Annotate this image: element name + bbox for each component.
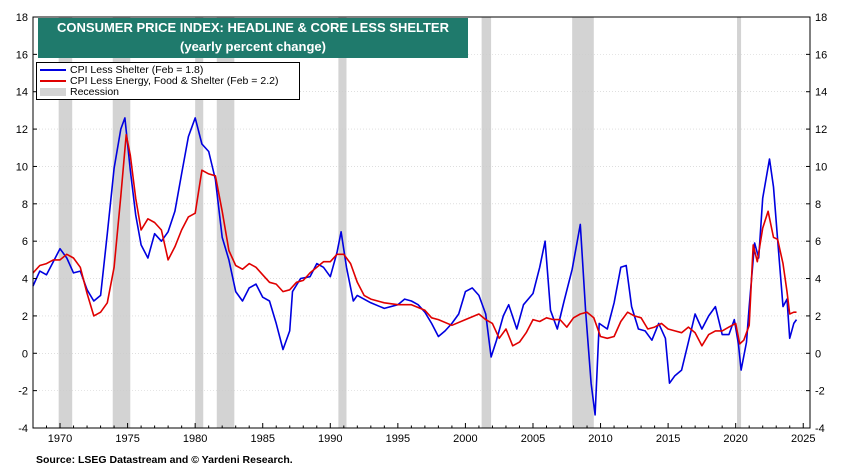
legend-item-cpi-less-shelter: CPI Less Shelter (Feb = 1.8) [40, 64, 203, 76]
y-tick-label-left: 12 [16, 124, 28, 136]
recession-band [481, 17, 492, 428]
x-tick-label: 1975 [115, 433, 139, 445]
legend-label: Recession [70, 86, 120, 98]
legend-label: CPI Less Energy, Food & Shelter (Feb = 2… [70, 75, 279, 87]
recession-band [338, 17, 347, 428]
y-tick-label-left: 8 [22, 199, 28, 211]
y-tick-label-right: -2 [815, 386, 825, 398]
y-tick-label-right: 10 [815, 161, 827, 173]
recession-band [572, 17, 594, 428]
y-tick-label-right: 8 [815, 199, 821, 211]
y-tick-label-right: 2 [815, 311, 821, 323]
legend-swatch-red [40, 80, 66, 82]
y-tick-label-right: 4 [815, 274, 821, 286]
x-tick-label: 2005 [521, 433, 545, 445]
y-tick-label-left: 0 [22, 348, 28, 360]
y-tick-label-left: 10 [16, 161, 28, 173]
y-tick-label-left: -4 [18, 423, 28, 435]
y-tick-label-left: 16 [16, 49, 28, 61]
chart-title: CONSUMER PRICE INDEX: HEADLINE & CORE LE… [57, 20, 449, 35]
x-tick-label: 1985 [250, 433, 274, 445]
x-tick-label: 2015 [656, 433, 680, 445]
legend-swatch-blue [40, 69, 66, 71]
series-line-cpi-less-shelter [32, 117, 798, 416]
y-tick-label-right: -4 [815, 423, 825, 435]
y-tick-label-left: -2 [18, 386, 28, 398]
source-note: Source: LSEG Datastream and © Yardeni Re… [36, 454, 293, 466]
x-tick-label: 2000 [453, 433, 477, 445]
legend-swatch-recession [40, 88, 66, 96]
recession-band [737, 17, 742, 428]
series-line-core-less-shelter [32, 133, 797, 347]
legend-item-cpi-core-less-shelter: CPI Less Energy, Food & Shelter (Feb = 2… [40, 75, 278, 87]
series-lines [32, 117, 798, 416]
legend-item-recession: Recession [40, 86, 119, 98]
y-tick-label-right: 6 [815, 236, 821, 248]
recession-band [195, 17, 204, 428]
y-tick-label-left: 4 [22, 274, 28, 286]
y-tick-label-right: 14 [815, 87, 827, 99]
plot-frame [32, 16, 811, 429]
x-tick-label: 1980 [183, 433, 207, 445]
recession-band [58, 17, 73, 428]
y-tick-label-left: 18 [16, 12, 28, 24]
legend-label: CPI Less Shelter (Feb = 1.8) [70, 64, 204, 76]
x-tick-label: 2025 [791, 433, 815, 445]
x-tick-label: 1970 [48, 433, 72, 445]
chart-subtitle: (yearly percent change) [180, 39, 326, 54]
recession-band [216, 17, 235, 428]
y-tick-label-right: 18 [815, 12, 827, 24]
y-tick-label-right: 12 [815, 124, 827, 136]
y-tick-label-right: 0 [815, 348, 821, 360]
y-tick-label-left: 2 [22, 311, 28, 323]
y-tick-label-left: 14 [16, 87, 28, 99]
legend: CPI Less Shelter (Feb = 1.8) CPI Less En… [36, 62, 300, 100]
recession-bands [58, 17, 742, 428]
chart-title-box: CONSUMER PRICE INDEX: HEADLINE & CORE LE… [38, 18, 468, 58]
axis-labels: -4 -4 -2 -2 0 0 2 2 4 4 6 6 8 8 10 10 12 12 14 14 16 16 18 18 19… [16, 12, 828, 445]
recession-band [112, 17, 131, 428]
x-tick-label: 1995 [386, 433, 410, 445]
x-tick-label: 2020 [723, 433, 747, 445]
x-tick-label: 2010 [588, 433, 612, 445]
gridlines [33, 54, 810, 391]
x-tick-label: 1990 [318, 433, 342, 445]
y-tick-label-right: 16 [815, 49, 827, 61]
y-tick-label-left: 6 [22, 236, 28, 248]
